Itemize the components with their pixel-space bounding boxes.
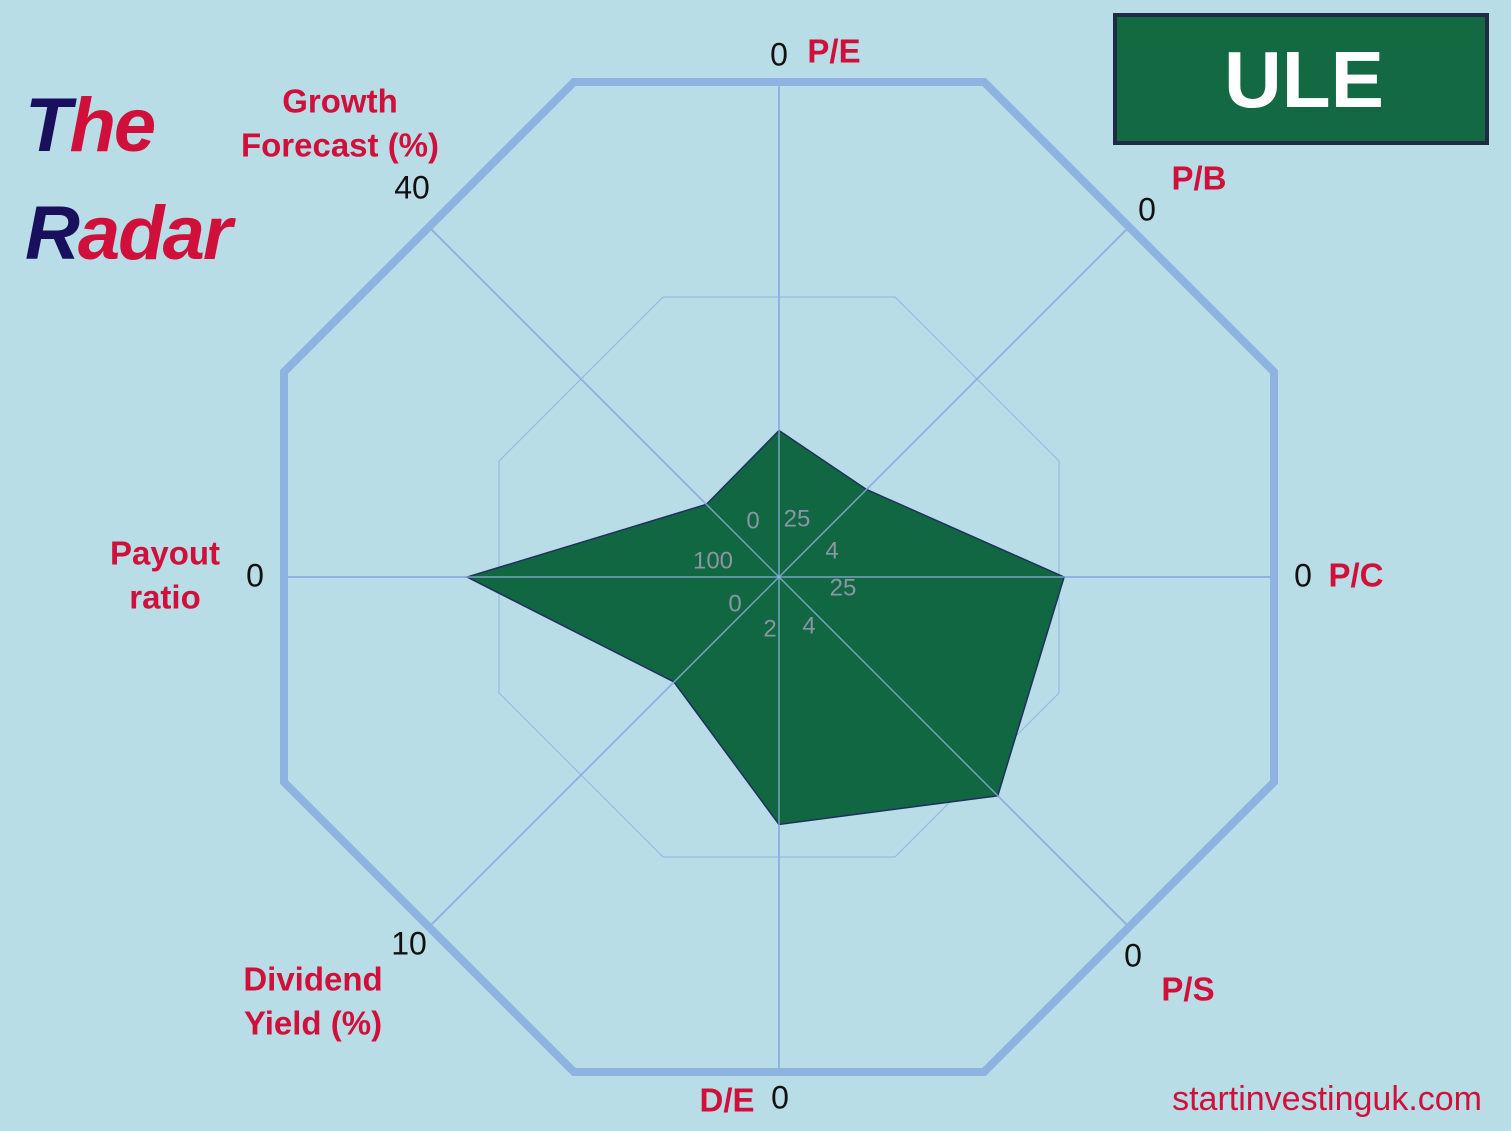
axis-name: D/E <box>699 1082 754 1119</box>
axis-name: P/B <box>1171 160 1226 197</box>
source: startinvestinguk.com <box>1172 1080 1482 1118</box>
ticker-box <box>1113 13 1489 145</box>
ticker: ULE <box>1224 35 1384 124</box>
axis-line <box>428 226 780 578</box>
inner-tick-label: 4 <box>825 537 838 564</box>
axis-line <box>428 576 780 928</box>
ring <box>498 296 1060 858</box>
outer-tick-label: 0 <box>246 557 264 593</box>
title-line: The <box>25 83 156 168</box>
inner-tick-label: 25 <box>784 505 811 532</box>
outer-tick-label: 0 <box>771 1079 789 1115</box>
inner-tick-label: 25 <box>830 574 857 601</box>
axis-line <box>778 576 1130 928</box>
axis-name: Yield (%) <box>244 1005 382 1042</box>
title-line: Radar <box>25 191 232 276</box>
outer-tick-label: 40 <box>394 169 430 205</box>
outer-tick-label: 0 <box>1124 937 1142 973</box>
axis-line <box>778 226 1130 578</box>
outer-tick-label: 0 <box>1294 557 1312 593</box>
axis-name: P/E <box>807 33 860 70</box>
axis-name: Growth <box>282 83 397 120</box>
axis-name: Payout <box>110 535 220 572</box>
axis-name: P/S <box>1161 971 1214 1008</box>
axis-name: Forecast (%) <box>241 127 439 164</box>
outer-tick-label: 0 <box>1138 191 1156 227</box>
outer-tick-label: 10 <box>391 925 427 961</box>
inner-tick-label: 2 <box>763 615 776 642</box>
inner-tick-label: 100 <box>693 547 733 574</box>
outer-tick-label: 0 <box>770 36 788 72</box>
inner-tick-label: 4 <box>802 612 815 639</box>
ring <box>280 78 1278 1076</box>
axis-name: ratio <box>129 579 201 616</box>
axis-name: P/C <box>1328 557 1383 594</box>
axis-name: Dividend <box>243 961 382 998</box>
inner-tick-label: 0 <box>728 590 741 617</box>
inner-tick-label: 0 <box>746 507 759 534</box>
